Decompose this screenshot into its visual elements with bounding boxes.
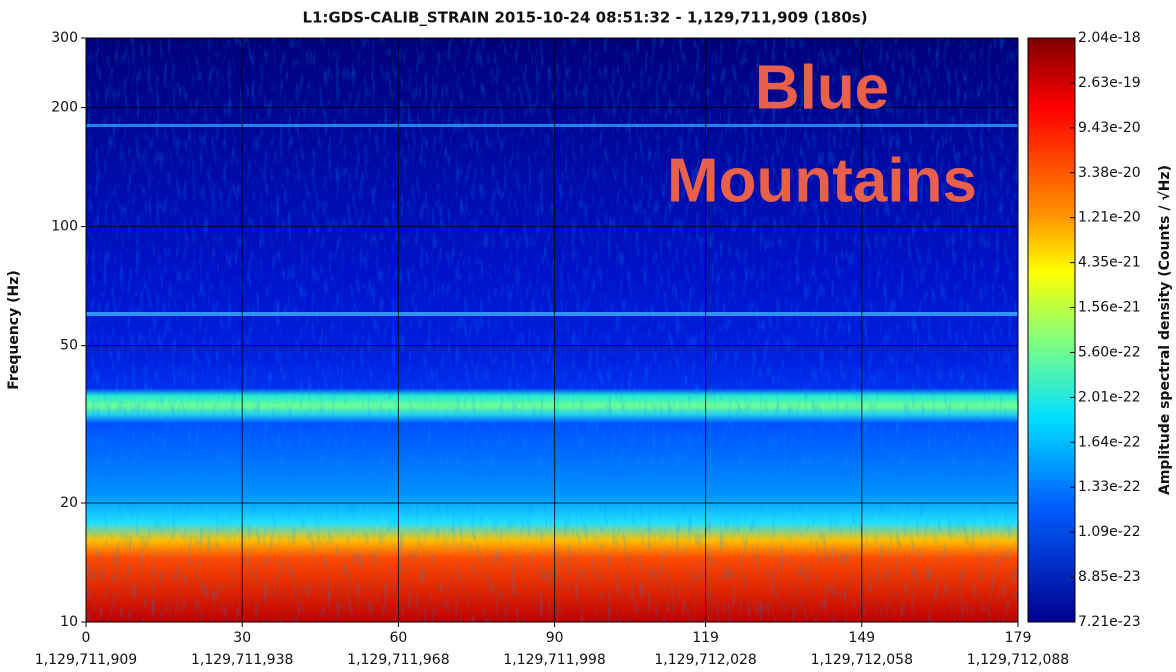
x-tick-gps-label: 1,129,711,998 bbox=[503, 652, 605, 668]
y-axis-label: Frequency (Hz) bbox=[6, 270, 22, 389]
colorbar-tick-label: 7.21e-23 bbox=[1078, 614, 1141, 630]
colorbar-tick-label: 1.21e-20 bbox=[1078, 210, 1141, 226]
x-tick-label: 90 bbox=[546, 630, 564, 646]
y-tick-label: 20 bbox=[60, 495, 78, 511]
x-tick-label: 119 bbox=[692, 630, 719, 646]
annotation: Blue bbox=[755, 53, 889, 122]
x-tick-gps-label: 1,129,711,968 bbox=[347, 652, 449, 668]
annotation: Mountains bbox=[667, 146, 977, 215]
colorbar-tick-label: 3.38e-20 bbox=[1078, 165, 1141, 181]
y-tick-label: 300 bbox=[51, 30, 78, 46]
x-tick-gps-label: 1,129,712,088 bbox=[967, 652, 1069, 668]
colorbar-tick-label: 2.01e-22 bbox=[1078, 389, 1141, 405]
plot-frame bbox=[85, 37, 1019, 623]
colorbar-tick-label: 2.63e-19 bbox=[1078, 75, 1141, 91]
x-tick-gps-label: 1,129,712,028 bbox=[654, 652, 756, 668]
x-tick-gps-label: 1,129,711,938 bbox=[191, 652, 293, 668]
spectrogram-image bbox=[86, 38, 1018, 622]
y-tick-label: 200 bbox=[51, 100, 78, 116]
y-tick-label: 100 bbox=[51, 219, 78, 235]
x-tick-label: 0 bbox=[82, 630, 91, 646]
colorbar-tick-label: 2.04e-18 bbox=[1078, 30, 1141, 46]
colorbar-tick-label: 8.85e-23 bbox=[1078, 569, 1141, 585]
colorbar-tick-label: 1.64e-22 bbox=[1078, 434, 1141, 450]
y-tick-label: 50 bbox=[60, 338, 78, 354]
colorbar-tick-label: 1.09e-22 bbox=[1078, 524, 1141, 540]
colorbar-tick-label: 1.56e-21 bbox=[1078, 300, 1141, 316]
chart-title: L1:GDS-CALIB_STRAIN 2015-10-24 08:51:32 … bbox=[302, 9, 867, 27]
x-tick-label: 30 bbox=[233, 630, 251, 646]
x-tick-label: 60 bbox=[389, 630, 407, 646]
colorbar-tick-label: 5.60e-22 bbox=[1078, 344, 1141, 360]
colorbar-tick-label: 4.35e-21 bbox=[1078, 255, 1141, 271]
x-tick-label: 149 bbox=[848, 630, 875, 646]
colorbar-tick-label: 9.43e-20 bbox=[1078, 120, 1141, 136]
colorbar-label: Amplitude spectral density (Counts / √Hz… bbox=[1157, 165, 1173, 495]
colorbar bbox=[1027, 37, 1076, 623]
colorbar-tick-label: 1.33e-22 bbox=[1078, 479, 1141, 495]
x-tick-gps-label: 1,129,711,909 bbox=[35, 652, 137, 668]
x-tick-gps-label: 1,129,712,058 bbox=[811, 652, 913, 668]
y-tick-label: 10 bbox=[60, 614, 78, 630]
x-tick-label: 179 bbox=[1005, 630, 1032, 646]
